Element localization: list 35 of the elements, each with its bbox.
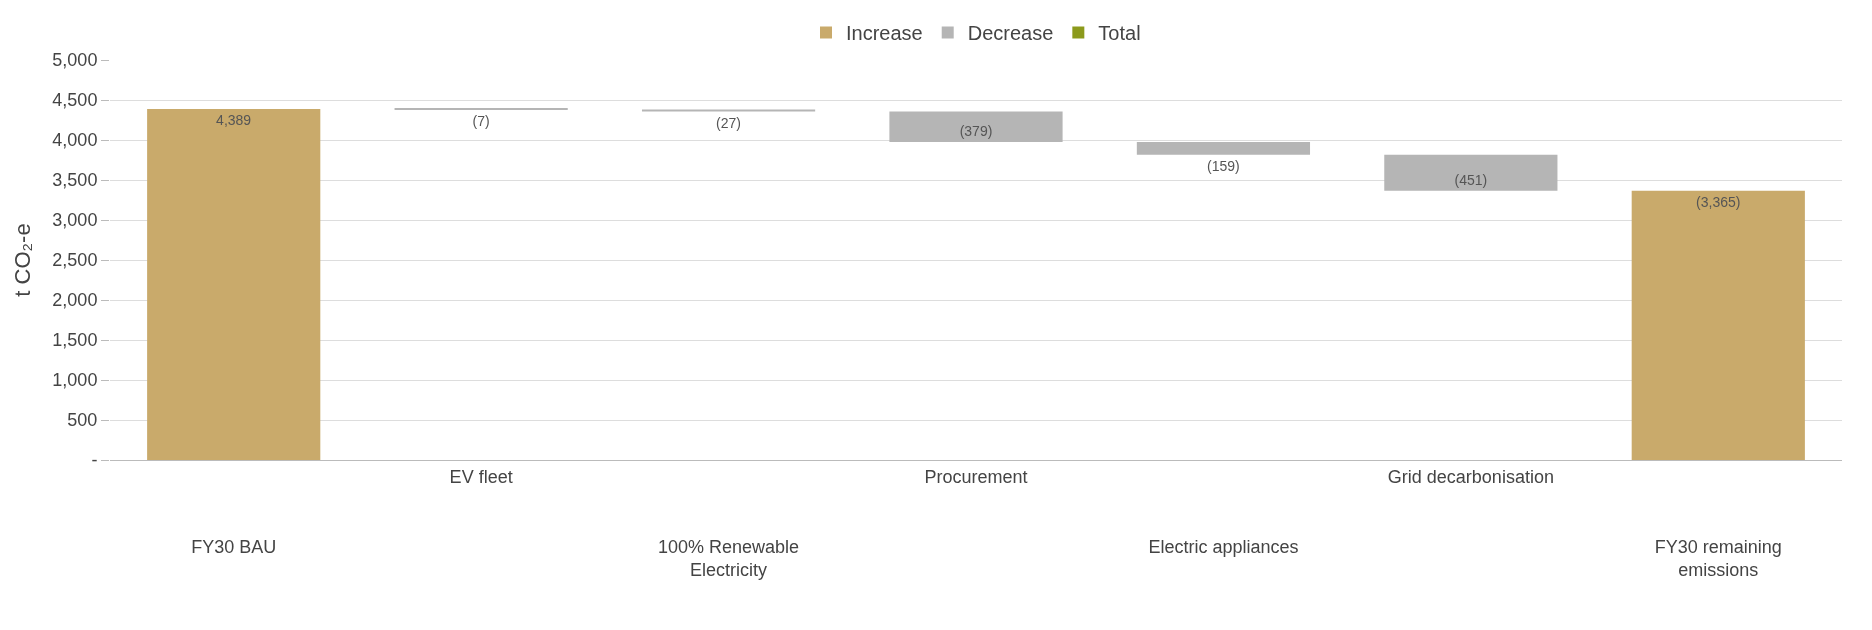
- bar: [889, 111, 1063, 142]
- data-label: (159): [1207, 157, 1240, 174]
- y-tick-label: 5,000: [52, 50, 98, 71]
- data-label: 4,389: [216, 111, 252, 128]
- y-tick-label: 3,500: [52, 170, 98, 191]
- x-tick-label: Grid decarbonisation: [1387, 466, 1554, 487]
- y-tick-label: 4,500: [52, 90, 98, 111]
- y-tick-label: 2,500: [52, 250, 98, 271]
- x-tick-label: FY30 BAU: [191, 536, 277, 557]
- y-axis-title: t CO₂-e: [10, 223, 36, 297]
- data-label: (451): [1454, 171, 1488, 188]
- bar: [147, 108, 321, 460]
- legend-label: Total: [1098, 22, 1141, 45]
- y-tick-label: 1,000: [52, 370, 98, 391]
- bar: [1631, 190, 1805, 460]
- bar: [1136, 141, 1311, 155]
- x-tick-label: Electric appliances: [1148, 536, 1299, 557]
- y-tick-label: 2,000: [52, 290, 98, 311]
- y-tick-label: 1,500: [52, 330, 98, 351]
- x-tick-label: EV fleet: [449, 466, 513, 487]
- data-label: (27): [716, 114, 742, 131]
- y-tick-label: 4,000: [52, 130, 98, 151]
- legend-label: Increase: [846, 22, 923, 45]
- y-tick-label: 3,000: [52, 210, 98, 231]
- x-tick-label: FY30 remaining emissions: [1654, 536, 1782, 581]
- data-label: (3,365): [1696, 193, 1741, 210]
- bar: [641, 109, 816, 112]
- x-tick-label: 100% Renewable Electricity: [658, 536, 800, 581]
- y-tick-label: -: [91, 450, 98, 471]
- data-label: (7): [472, 113, 490, 129]
- data-label: (379): [959, 122, 993, 139]
- x-tick-label: Procurement: [924, 466, 1028, 487]
- bar: [1384, 154, 1558, 191]
- legend-label: Decrease: [967, 22, 1054, 45]
- y-tick-label: 500: [67, 410, 98, 431]
